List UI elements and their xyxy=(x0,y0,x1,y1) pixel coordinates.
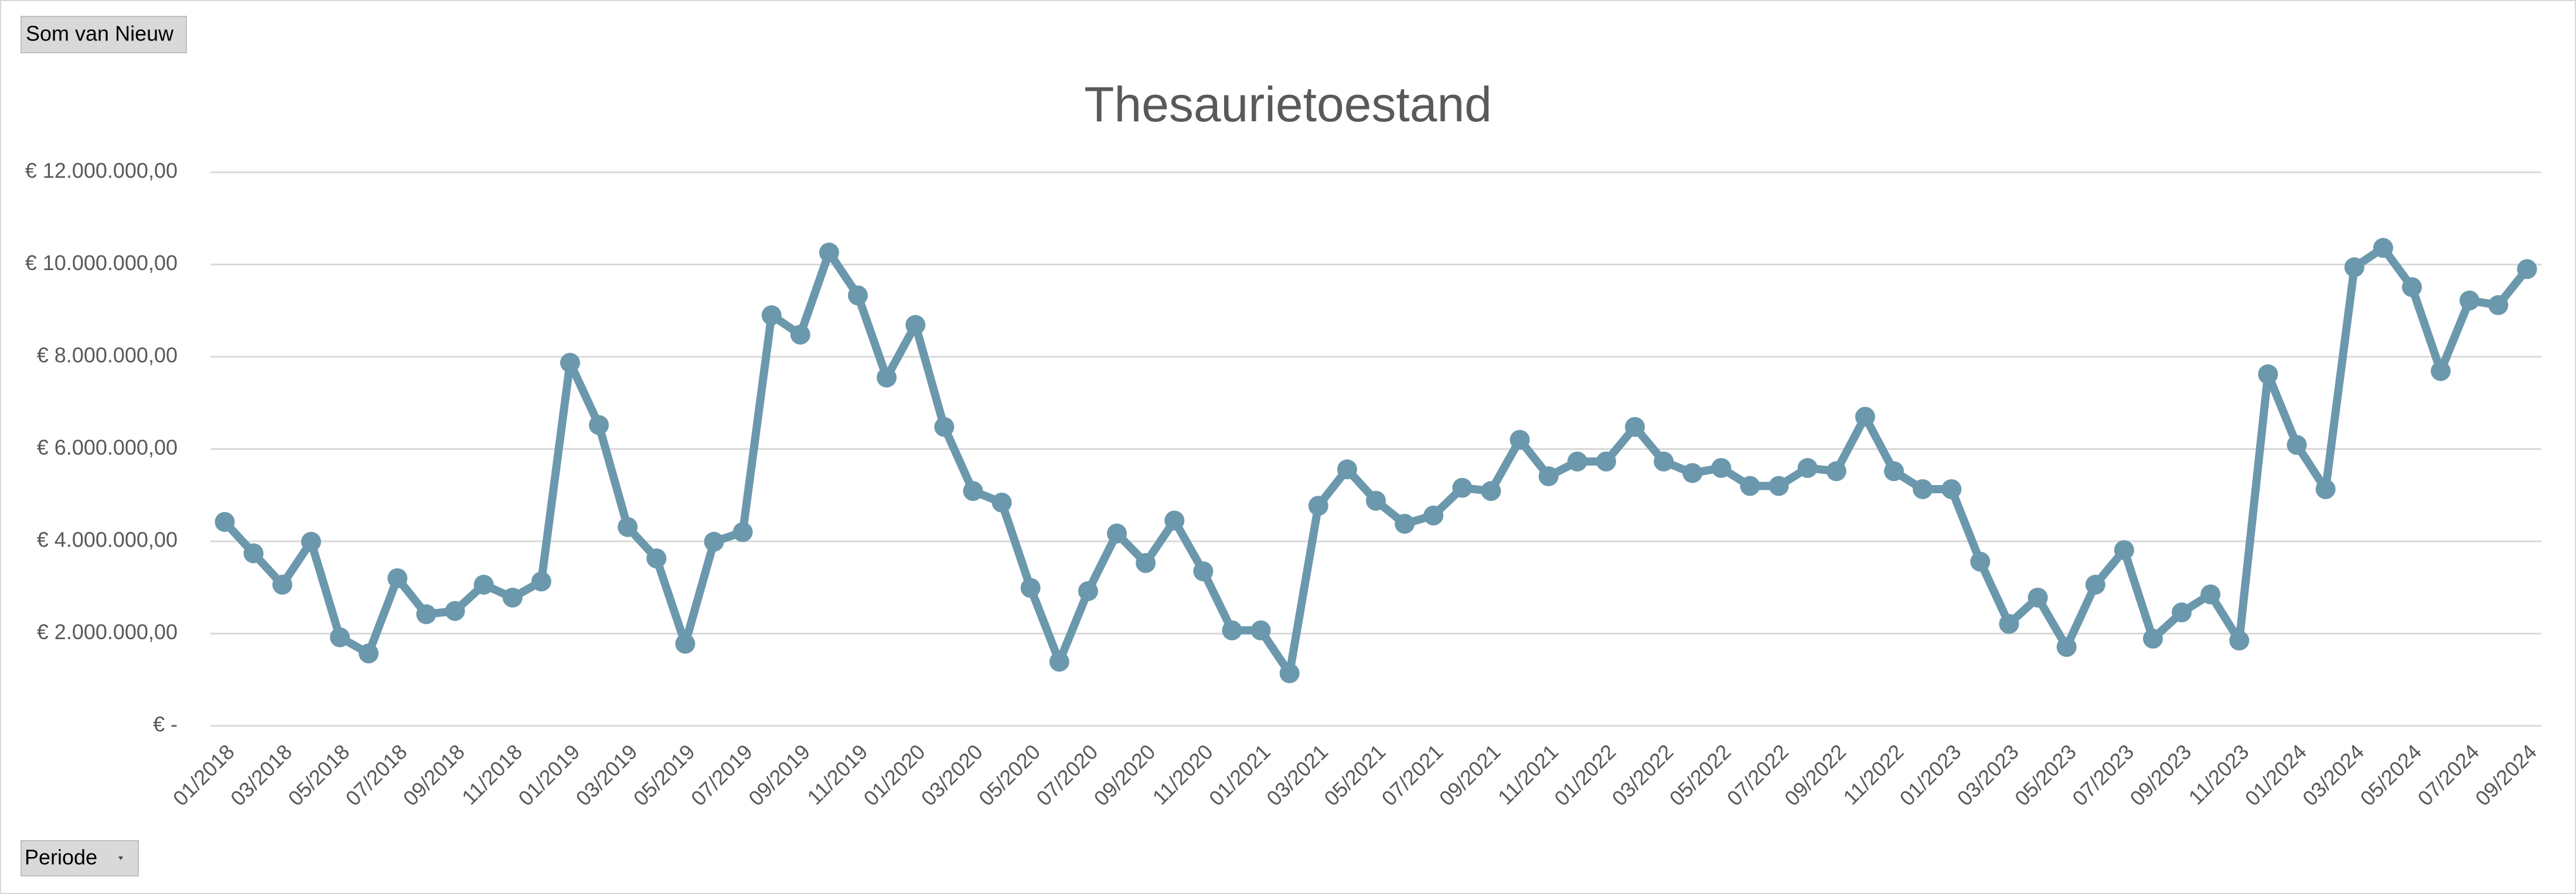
button-background xyxy=(21,16,187,53)
data-point xyxy=(1567,451,1587,472)
data-point xyxy=(502,588,523,608)
data-point xyxy=(387,568,408,588)
button-background xyxy=(21,840,139,876)
data-point xyxy=(1136,553,1156,574)
data-point xyxy=(2315,479,2336,500)
data-point xyxy=(1941,479,1962,500)
data-point xyxy=(732,522,753,542)
chart-title: Thesaurietoestand xyxy=(1084,77,1492,132)
data-point xyxy=(1510,429,1530,450)
data-point xyxy=(1423,505,1444,526)
data-point xyxy=(2344,257,2364,278)
data-point xyxy=(877,367,897,388)
data-point xyxy=(1740,476,1760,496)
data-point xyxy=(2517,259,2537,279)
data-point xyxy=(2229,630,2250,651)
data-point xyxy=(761,305,782,326)
data-point xyxy=(1999,613,2019,634)
data-point xyxy=(2287,435,2307,455)
dropdown-arrow xyxy=(118,857,123,860)
data-point xyxy=(848,285,868,306)
y-tick-label: € 2.000.000,00 xyxy=(37,620,178,644)
data-point xyxy=(1769,476,1789,496)
data-point xyxy=(1395,514,1415,534)
data-point xyxy=(2373,238,2393,258)
data-point xyxy=(1538,466,1559,486)
data-point xyxy=(1279,663,1300,684)
data-point xyxy=(991,492,1012,513)
data-point xyxy=(1250,620,1271,640)
data-point xyxy=(1366,490,1386,511)
y-tick-label: € 6.000.000,00 xyxy=(37,435,178,459)
data-point xyxy=(2402,277,2422,298)
data-point xyxy=(618,517,638,537)
data-point xyxy=(560,353,580,373)
data-point xyxy=(1711,458,1732,478)
data-point xyxy=(1855,407,1875,427)
data-point xyxy=(2028,588,2048,608)
data-point xyxy=(1164,510,1185,531)
data-point xyxy=(243,543,264,564)
data-point xyxy=(445,600,465,621)
data-point xyxy=(704,531,724,552)
data-point xyxy=(1970,551,1991,572)
value-field-button[interactable]: Som van Nieuw xyxy=(21,16,187,53)
data-point xyxy=(1596,451,1616,472)
data-point xyxy=(531,571,551,592)
data-point xyxy=(819,243,839,263)
data-point xyxy=(1337,459,1357,480)
data-point xyxy=(2459,290,2480,310)
data-point xyxy=(1452,477,1473,498)
axis-field-button[interactable]: Periode xyxy=(21,840,139,876)
data-point xyxy=(1222,620,1242,640)
data-point xyxy=(646,548,667,569)
data-point xyxy=(2431,361,2451,381)
data-point xyxy=(790,325,810,345)
data-point xyxy=(2143,629,2163,649)
y-tick-label: € 8.000.000,00 xyxy=(37,343,178,367)
data-point xyxy=(2114,540,2134,560)
data-point xyxy=(2085,575,2105,595)
data-point xyxy=(1797,458,1818,478)
data-point xyxy=(675,633,696,654)
y-tick-label: € 10.000.000,00 xyxy=(25,251,178,275)
y-tick-label: € 4.000.000,00 xyxy=(37,528,178,552)
data-point xyxy=(589,415,609,435)
data-point xyxy=(2200,584,2221,605)
data-point xyxy=(473,575,494,595)
data-point xyxy=(963,481,983,501)
data-point xyxy=(1078,581,1098,602)
data-point xyxy=(905,315,926,335)
data-point xyxy=(330,627,350,647)
data-point xyxy=(1913,479,1933,500)
data-point xyxy=(1193,561,1214,582)
data-point xyxy=(1308,496,1328,516)
data-point xyxy=(1049,651,1069,672)
data-point xyxy=(1020,578,1041,598)
data-point xyxy=(2258,364,2278,384)
data-point xyxy=(1884,461,1904,482)
data-point xyxy=(934,417,955,437)
y-tick-label: € - xyxy=(153,712,178,736)
data-point xyxy=(1654,451,1674,472)
data-point xyxy=(301,531,321,552)
data-point xyxy=(2172,602,2192,623)
data-point xyxy=(1625,417,1645,437)
data-point xyxy=(416,604,437,625)
button-label: Periode xyxy=(25,845,97,869)
data-point xyxy=(2488,295,2509,315)
data-point xyxy=(214,511,235,532)
data-point xyxy=(1826,461,1846,482)
data-point xyxy=(359,643,379,664)
data-point xyxy=(1481,481,1501,501)
data-point xyxy=(1107,523,1127,544)
data-point xyxy=(1682,463,1703,483)
y-tick-label: € 12.000.000,00 xyxy=(25,159,178,183)
button-label: Som van Nieuw xyxy=(26,22,174,46)
data-point xyxy=(2056,637,2077,657)
data-point xyxy=(272,575,292,595)
